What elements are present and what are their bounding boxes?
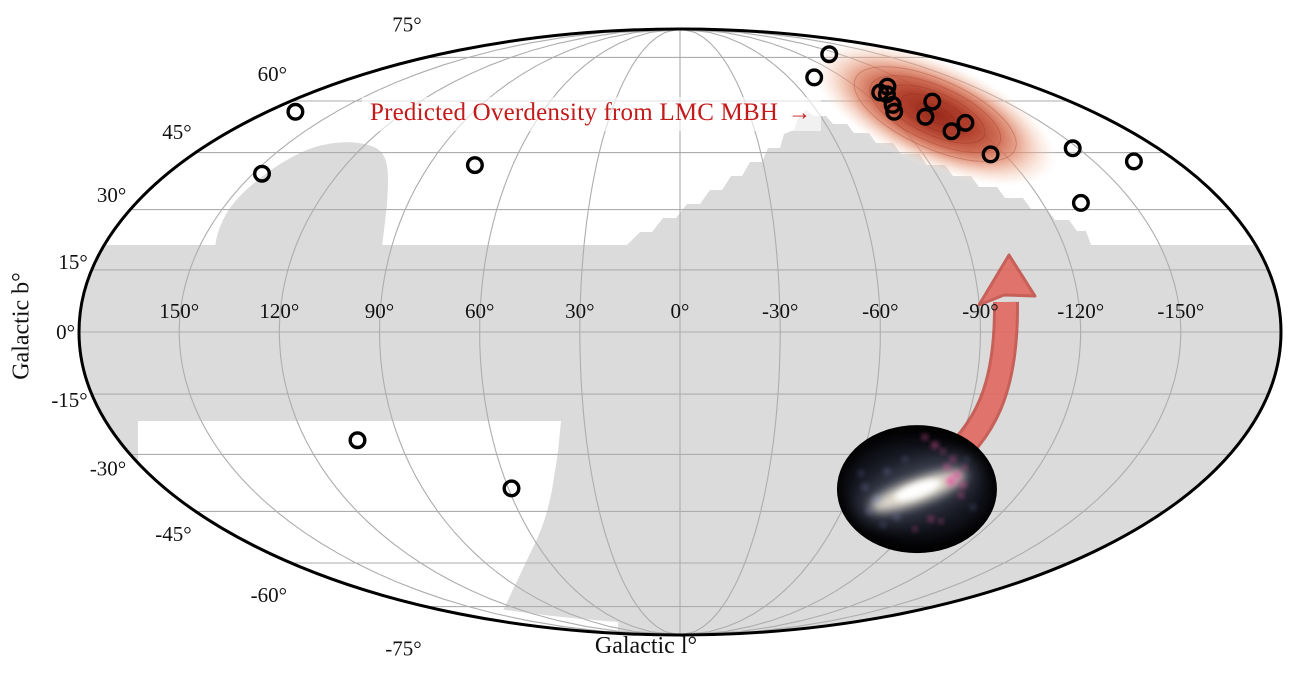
lat-tick-label: 30°: [97, 183, 126, 207]
star-marker: [1124, 152, 1143, 171]
lmc-hii-region: [931, 442, 938, 449]
lmc-hii-region: [940, 449, 945, 454]
lmc-star-cloud: [902, 456, 908, 462]
lmc-hii-region: [950, 456, 956, 462]
star-marker: [252, 164, 271, 183]
lmc-star-cloud: [872, 495, 881, 504]
star-marker: [502, 479, 521, 498]
lmc-hii-region: [928, 516, 934, 522]
lmc-hii-region: [952, 471, 961, 480]
lat-tick-label: -30°: [90, 456, 126, 480]
map-content: [80, 30, 1280, 634]
lmc-star-cloud: [861, 484, 868, 491]
star-marker: [885, 102, 904, 121]
lmc-star-cloud: [880, 522, 886, 528]
lmc-star-cloud: [858, 470, 864, 476]
star-marker: [1063, 139, 1082, 158]
lmc-star-cloud: [970, 504, 976, 510]
lat-tick-label: -60°: [251, 583, 287, 607]
lmc-hii-region: [959, 482, 966, 489]
star-marker: [820, 45, 839, 64]
overdensity-contour: [853, 66, 1017, 162]
sky-cutout-sliver: [390, 586, 619, 634]
lmc-arrow-head: [977, 253, 1037, 307]
x-axis-label: Galactic l°: [594, 633, 698, 659]
star-marker: [1071, 193, 1090, 212]
meridian-line: [178, 30, 681, 634]
lmc-hii-region: [958, 492, 964, 498]
map-outline: [77, 27, 1283, 637]
lon-tick-label: 90°: [365, 299, 394, 323]
overdensity-annotation-text: Predicted Overdensity from LMC MBH: [370, 99, 779, 126]
lmc-star-cloud: [893, 514, 900, 521]
lon-tick-label: -120°: [1057, 299, 1104, 323]
lmc-star-cloud: [865, 508, 872, 515]
star-marker: [981, 145, 1000, 164]
star-marker: [956, 113, 975, 132]
overdensity-annotation: Predicted Overdensity from LMC MBH →: [362, 97, 822, 131]
lat-tick-label: 60°: [258, 62, 287, 86]
lon-tick-label: 60°: [465, 299, 494, 323]
overdensity-contour: [869, 75, 1002, 153]
y-axis-label: Galactic b°: [8, 272, 35, 380]
star-marker: [942, 122, 961, 141]
lat-tick-label: 75°: [392, 12, 421, 36]
lon-tick-label: -90°: [962, 299, 998, 323]
lmc-hii-region: [938, 519, 943, 524]
lat-tick-label: 15°: [58, 250, 87, 274]
annotation-arrow-icon: →: [788, 100, 812, 125]
lat-tick-label: 45°: [162, 120, 191, 144]
lmc-hii-region: [962, 465, 967, 470]
sky-cutout: [128, 421, 561, 634]
lmc-hii-region: [912, 527, 917, 532]
star-marker: [916, 107, 935, 126]
lon-tick-label: 120°: [259, 299, 299, 323]
lon-tick-label: 150°: [159, 299, 199, 323]
lon-tick-label: -60°: [862, 299, 898, 323]
lon-tick-label: -30°: [762, 299, 798, 323]
lon-tick-label: 0°: [671, 299, 690, 323]
star-marker: [465, 156, 484, 175]
lmc-hii-region: [943, 464, 950, 471]
lat-tick-label: -45°: [155, 522, 191, 546]
lat-tick-label: -75°: [385, 637, 421, 661]
star-marker: [348, 431, 367, 450]
lat-tick-label: 0°: [56, 320, 75, 344]
lmc-image-detail: [844, 434, 989, 538]
lmc-hii-region: [922, 434, 928, 440]
lmc-core: [894, 479, 940, 501]
lat-tick-label: -15°: [51, 388, 87, 412]
star-marker: [923, 92, 942, 111]
lon-tick-label: -150°: [1157, 299, 1204, 323]
star-marker: [878, 77, 897, 96]
star-marker: [286, 102, 305, 121]
lmc-star-cloud: [883, 468, 890, 475]
lon-tick-label: 30°: [565, 299, 594, 323]
star-marker: [805, 68, 824, 87]
lmc-hii-region: [945, 476, 956, 487]
survey-footprint: [215, 142, 388, 247]
lmc-star-cloud: [964, 457, 969, 462]
